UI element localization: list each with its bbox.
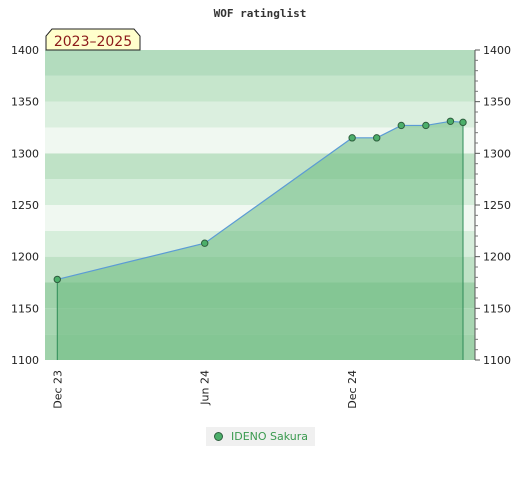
y-tick-label-left: 1200 xyxy=(11,251,39,264)
band xyxy=(45,50,475,76)
legend-marker-icon xyxy=(214,432,223,441)
data-point xyxy=(422,121,430,130)
y-tick-label-right: 1400 xyxy=(483,44,511,57)
data-point xyxy=(348,134,356,142)
x-axis: Dec 23 Jun 24 Dec 24 xyxy=(51,370,359,409)
y-tick-label-left: 1250 xyxy=(11,199,39,212)
x-tick-label: Jun 24 xyxy=(199,370,212,406)
y-tick-label-right: 1300 xyxy=(483,147,511,160)
y-tick-label-right: 1200 xyxy=(483,251,511,264)
data-point xyxy=(459,118,467,127)
y-tick-label-left: 1100 xyxy=(11,354,39,367)
data-point xyxy=(397,121,405,130)
y-tick-label-left: 1400 xyxy=(11,44,39,57)
series-line xyxy=(57,120,464,280)
data-point xyxy=(53,275,61,284)
area-layer xyxy=(56,120,464,360)
y-tick-label-left: 1150 xyxy=(11,302,39,315)
data-markers xyxy=(53,117,467,284)
right-y-axis: 1100 1150 1200 1250 1300 1350 1400 xyxy=(474,44,511,367)
band xyxy=(45,101,475,128)
y-tick-label-right: 1350 xyxy=(483,96,511,109)
legend-label: IDENO Sakura xyxy=(231,430,309,443)
data-point xyxy=(201,239,209,247)
y-tick-label-right: 1100 xyxy=(483,354,511,367)
year-badge-text: 2023–2025 xyxy=(54,34,132,50)
y-tick-label-left: 1350 xyxy=(11,96,39,109)
x-tick-label: Dec 23 xyxy=(51,370,64,409)
y-tick-label-left: 1300 xyxy=(11,147,39,160)
left-y-axis: 1100 1150 1200 1250 1300 1350 1400 xyxy=(11,44,39,367)
chart-title: WOF ratinglist xyxy=(214,7,307,20)
band xyxy=(45,75,475,102)
y-tick-label-right: 1150 xyxy=(483,302,511,315)
x-tick-label: Dec 24 xyxy=(346,370,359,409)
series-area xyxy=(57,121,464,360)
data-point xyxy=(446,117,455,126)
data-point xyxy=(373,134,381,142)
year-badge: 2023–2025 xyxy=(45,28,141,51)
y-tick-label-right: 1250 xyxy=(483,199,511,212)
legend: IDENO Sakura xyxy=(206,427,315,446)
